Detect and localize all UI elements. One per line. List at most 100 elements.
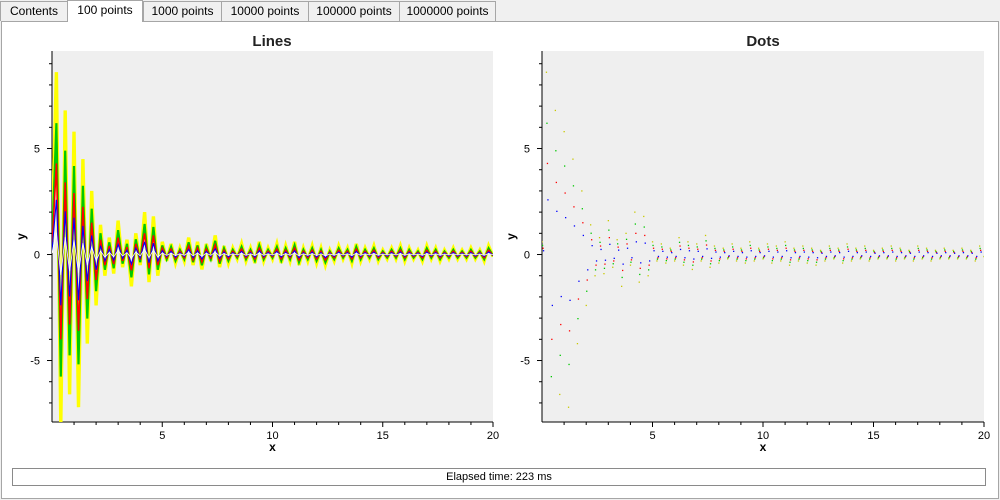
data-point	[900, 252, 903, 254]
x-tick-label: 20	[978, 430, 990, 442]
data-point	[962, 252, 965, 254]
data-point	[882, 249, 884, 251]
data-point	[961, 249, 964, 251]
data-point	[740, 249, 743, 251]
tab-100-points[interactable]: 100 points	[67, 0, 143, 22]
data-point	[671, 252, 673, 254]
data-point	[829, 247, 831, 250]
data-point	[923, 255, 925, 257]
data-point	[971, 252, 973, 254]
data-point	[622, 263, 624, 265]
data-point	[860, 256, 862, 258]
data-point	[820, 251, 823, 254]
y-tick-label: 5	[34, 144, 40, 156]
data-point	[789, 259, 792, 261]
data-point	[860, 257, 862, 259]
data-point	[644, 234, 646, 237]
data-point	[746, 256, 748, 258]
data-point	[604, 259, 607, 261]
data-point	[563, 131, 565, 133]
data-point	[904, 256, 907, 258]
data-point	[793, 249, 796, 251]
data-point	[957, 257, 959, 259]
data-point	[612, 266, 614, 268]
data-point	[621, 276, 623, 279]
data-point	[948, 257, 950, 259]
data-point	[702, 255, 704, 258]
data-point	[678, 237, 680, 239]
tab-contents[interactable]: Contents	[0, 1, 68, 21]
data-point	[881, 247, 883, 249]
data-point	[644, 242, 646, 244]
data-point	[687, 244, 690, 247]
data-point	[847, 248, 849, 250]
data-point	[855, 247, 857, 249]
data-point	[723, 250, 725, 252]
data-point	[600, 248, 602, 251]
data-point	[709, 263, 712, 265]
data-point	[582, 222, 584, 224]
tab-1000000-points[interactable]: 1000000 points	[399, 1, 496, 21]
data-point	[793, 247, 795, 249]
data-point	[766, 243, 769, 245]
data-point	[899, 247, 901, 249]
data-point	[891, 249, 893, 251]
data-point	[696, 243, 698, 245]
data-point	[755, 255, 757, 258]
data-point	[785, 247, 787, 249]
chart-title: Dots	[746, 33, 779, 50]
data-point	[587, 269, 589, 271]
plot-background	[52, 51, 493, 422]
data-point	[936, 252, 938, 254]
data-point	[564, 165, 566, 167]
data-point	[939, 257, 941, 259]
tab-100000-points[interactable]: 100000 points	[308, 1, 400, 21]
data-point	[740, 247, 742, 249]
data-point	[542, 244, 544, 247]
data-point	[542, 250, 545, 252]
data-point	[786, 250, 788, 252]
data-point	[802, 245, 804, 247]
data-point	[883, 252, 885, 254]
data-point	[722, 247, 724, 249]
x-tick-label: 5	[159, 430, 165, 442]
data-point	[948, 258, 950, 260]
data-point	[869, 258, 871, 260]
x-tick-label: 15	[377, 430, 389, 442]
plots-area: Lines -5 0 5 5 10 15 20 x y Dots -5 0 5 5 10 15 20 x y	[14, 33, 990, 454]
data-point	[856, 252, 858, 254]
plot-background	[542, 51, 984, 422]
data-point	[599, 245, 602, 247]
data-point	[700, 260, 702, 262]
data-point	[909, 251, 911, 254]
data-point	[900, 250, 902, 252]
data-point	[749, 244, 751, 247]
data-point	[798, 258, 800, 260]
data-point	[952, 249, 954, 251]
data-point	[979, 247, 981, 250]
data-point	[970, 250, 972, 253]
x-axis-label: x	[269, 440, 276, 454]
data-point	[688, 247, 690, 249]
y-tick-label: -5	[520, 356, 530, 368]
data-point	[819, 249, 822, 251]
data-point	[865, 249, 867, 251]
tab-1000-points[interactable]: 1000 points	[143, 1, 222, 21]
data-point	[603, 273, 605, 275]
data-point	[556, 210, 558, 212]
data-point	[904, 257, 906, 259]
data-point	[719, 256, 721, 258]
data-point	[816, 259, 818, 261]
data-point	[784, 241, 786, 243]
data-point	[547, 199, 549, 201]
data-point	[718, 262, 720, 264]
data-point	[728, 256, 730, 258]
tab-10000-points[interactable]: 10000 points	[221, 1, 309, 21]
data-point	[697, 248, 699, 250]
data-point	[957, 256, 960, 258]
data-point	[887, 255, 889, 257]
data-point	[617, 246, 619, 248]
data-point	[864, 245, 866, 247]
data-point	[896, 257, 898, 259]
